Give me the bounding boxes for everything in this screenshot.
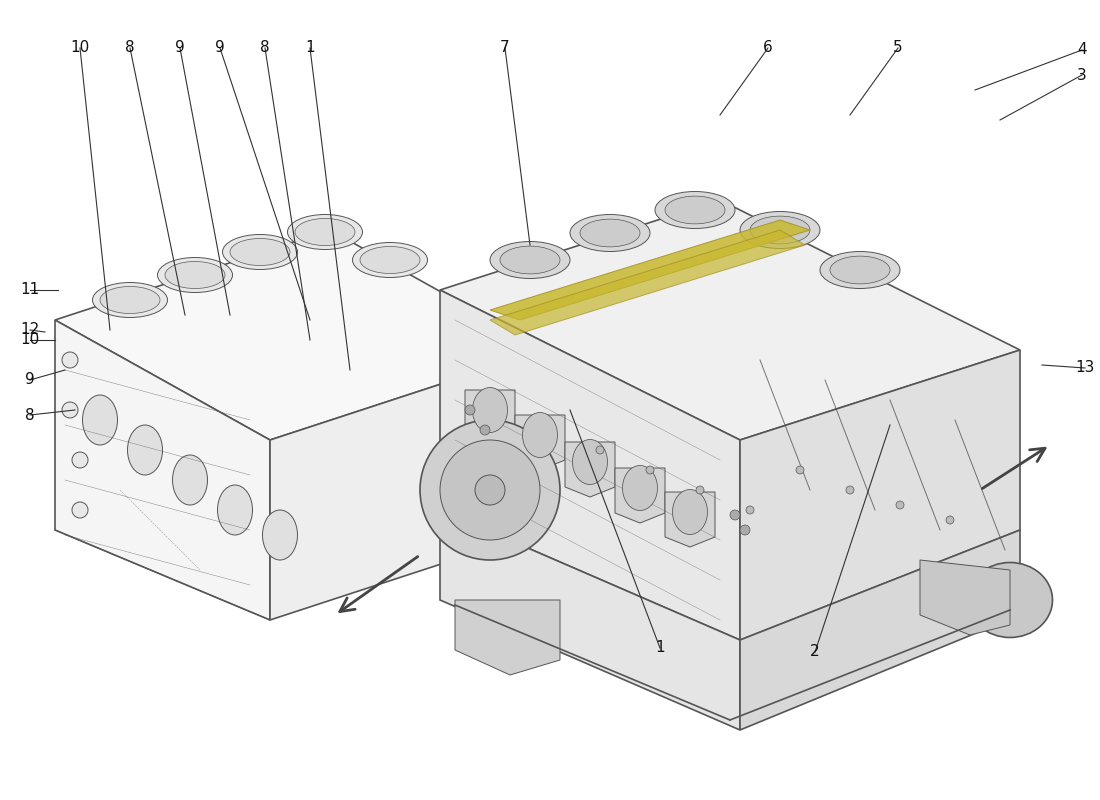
Ellipse shape (830, 256, 890, 284)
Ellipse shape (820, 251, 900, 289)
Circle shape (740, 525, 750, 535)
Ellipse shape (522, 413, 558, 458)
Ellipse shape (287, 214, 363, 250)
Ellipse shape (295, 218, 355, 246)
Text: 4: 4 (1077, 42, 1087, 58)
Circle shape (746, 506, 754, 514)
Text: a passion for cars: a passion for cars (496, 396, 764, 494)
Text: 7: 7 (500, 41, 509, 55)
Polygon shape (490, 220, 810, 320)
Polygon shape (565, 442, 615, 497)
Ellipse shape (654, 191, 735, 229)
Text: 11: 11 (21, 282, 40, 298)
Polygon shape (920, 560, 1010, 635)
Circle shape (730, 510, 740, 520)
Ellipse shape (165, 262, 226, 289)
Ellipse shape (740, 211, 820, 249)
Polygon shape (465, 390, 515, 445)
Ellipse shape (672, 490, 707, 534)
Text: 10: 10 (70, 41, 89, 55)
Polygon shape (440, 290, 740, 640)
Ellipse shape (352, 242, 428, 278)
Polygon shape (455, 600, 560, 675)
Text: 2: 2 (811, 645, 819, 659)
Ellipse shape (623, 466, 658, 510)
Ellipse shape (360, 246, 420, 274)
Text: 1: 1 (305, 41, 315, 55)
Polygon shape (270, 350, 544, 620)
Text: 9: 9 (216, 41, 224, 55)
Circle shape (420, 420, 560, 560)
Ellipse shape (473, 387, 507, 433)
Polygon shape (740, 350, 1020, 640)
Ellipse shape (666, 196, 725, 224)
Polygon shape (615, 468, 666, 523)
Text: 8: 8 (125, 41, 135, 55)
Ellipse shape (128, 425, 163, 475)
Text: 5: 5 (893, 41, 903, 55)
Text: 1: 1 (656, 641, 664, 655)
Circle shape (465, 405, 475, 415)
Text: 9: 9 (25, 373, 35, 387)
Circle shape (696, 486, 704, 494)
Ellipse shape (92, 282, 167, 318)
Circle shape (646, 466, 654, 474)
Circle shape (946, 516, 954, 524)
Text: 9: 9 (175, 41, 185, 55)
Text: 6: 6 (763, 41, 773, 55)
Text: 8: 8 (25, 407, 35, 422)
Polygon shape (490, 230, 805, 335)
Circle shape (796, 466, 804, 474)
Ellipse shape (750, 216, 810, 244)
Ellipse shape (173, 455, 208, 505)
Polygon shape (55, 320, 270, 620)
Circle shape (62, 352, 78, 368)
Ellipse shape (500, 246, 560, 274)
Polygon shape (440, 510, 740, 730)
Ellipse shape (230, 238, 290, 266)
Polygon shape (740, 530, 1020, 730)
Ellipse shape (968, 562, 1053, 638)
Polygon shape (55, 230, 544, 440)
Text: 12: 12 (21, 322, 40, 338)
Circle shape (72, 502, 88, 518)
Ellipse shape (572, 439, 607, 485)
Polygon shape (440, 200, 1020, 440)
Ellipse shape (100, 286, 160, 314)
Text: 3: 3 (1077, 67, 1087, 82)
Circle shape (440, 440, 540, 540)
Ellipse shape (222, 234, 297, 270)
Circle shape (846, 486, 854, 494)
Circle shape (480, 425, 490, 435)
Ellipse shape (82, 395, 118, 445)
Ellipse shape (218, 485, 253, 535)
Ellipse shape (490, 242, 570, 278)
Text: 85: 85 (730, 410, 829, 490)
Circle shape (475, 475, 505, 505)
Circle shape (896, 501, 904, 509)
Ellipse shape (263, 510, 297, 560)
Polygon shape (666, 492, 715, 547)
Ellipse shape (157, 258, 232, 293)
Circle shape (596, 446, 604, 454)
Ellipse shape (570, 214, 650, 251)
Text: 10: 10 (21, 333, 40, 347)
Text: euroParts: euroParts (411, 279, 889, 481)
Text: 13: 13 (1076, 361, 1094, 375)
Circle shape (62, 402, 78, 418)
Polygon shape (515, 415, 565, 470)
Ellipse shape (580, 219, 640, 247)
Circle shape (72, 452, 88, 468)
Text: 8: 8 (261, 41, 270, 55)
